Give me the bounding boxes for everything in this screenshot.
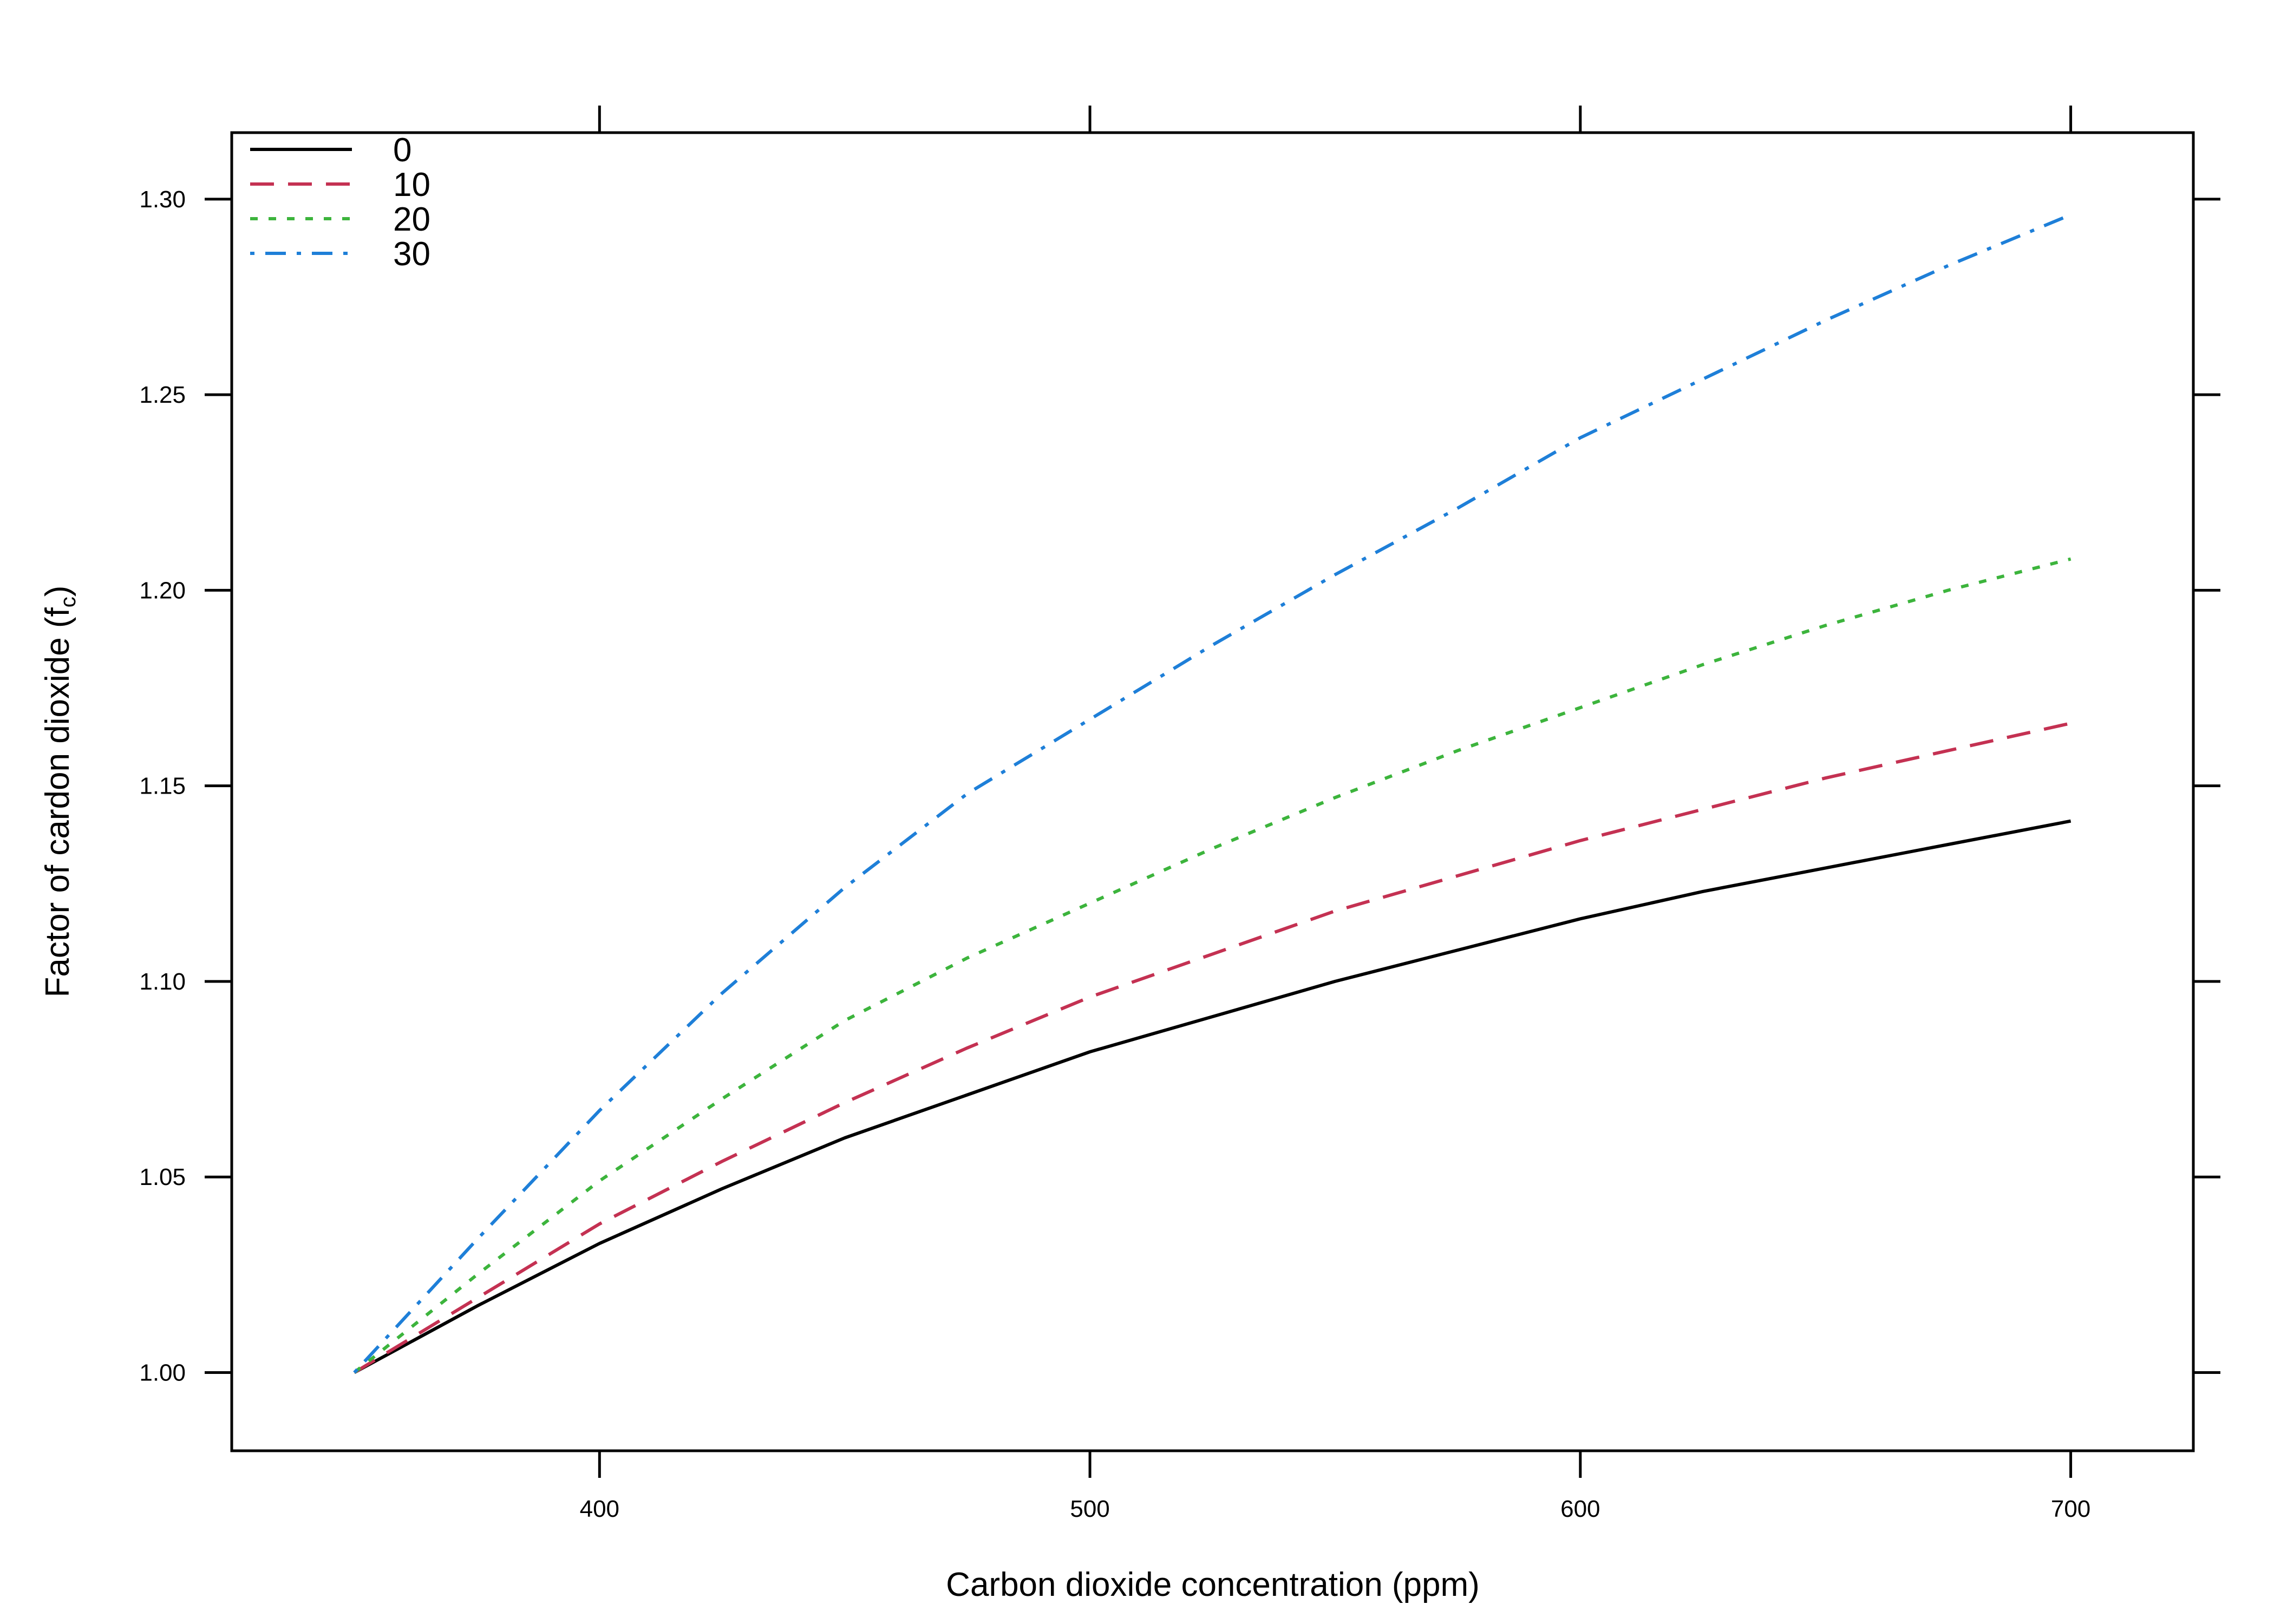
x-axis-label: Carbon dioxide concentration (ppm): [946, 1566, 1480, 1603]
series-line-20: [353, 557, 2072, 1374]
y-tick-label: 1.10: [139, 968, 186, 995]
y-axis-label-symbol: f: [39, 607, 76, 617]
y-tick-label: 1.15: [139, 773, 186, 800]
axis-tick-labels: 400 500 600 700 1.00 1.05 1.10 1.15 1.20 1.25 1.30: [139, 186, 2090, 1522]
legend-label: 20: [393, 201, 430, 238]
y-tick-label: 1.30: [139, 186, 186, 213]
x-tick-label: 400: [580, 1496, 619, 1522]
y-axis-label: Factor of cardon dioxide: [39, 637, 76, 997]
legend-label: 0: [393, 132, 411, 169]
y-tick-label: 1.00: [139, 1359, 186, 1386]
y-tick-label: 1.20: [139, 577, 186, 604]
series-line-10: [353, 722, 2072, 1374]
legend-label: 30: [393, 235, 430, 273]
x-tick-label: 700: [2051, 1496, 2090, 1522]
series-lines: [353, 213, 2072, 1374]
y-tick-label: 1.25: [139, 382, 186, 408]
x-tick-label: 600: [1560, 1496, 1600, 1522]
x-tick-label: 500: [1070, 1496, 1109, 1522]
y-axis-label-group: Factor of cardon dioxide (fc): [39, 586, 80, 998]
svg-text:Factor of cardon dioxide (fc): Factor of cardon dioxide (fc): [39, 586, 80, 998]
legend-label: 10: [393, 166, 430, 204]
axis-ticks: [205, 106, 2220, 1478]
y-axis-label-subscript: c: [56, 597, 80, 607]
series-line-0: [353, 819, 2072, 1374]
plot-frame: [230, 131, 2195, 1452]
series-line-30: [353, 213, 2072, 1374]
y-tick-label: 1.05: [139, 1164, 186, 1190]
